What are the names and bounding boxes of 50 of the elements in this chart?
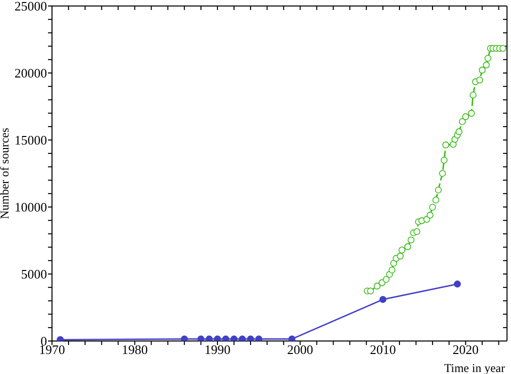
y-axis-title: Number of sources [0,128,12,220]
point [442,142,450,148]
point [413,228,420,236]
point [255,335,262,341]
point [222,335,230,341]
point [238,335,246,341]
point [382,276,390,283]
point [476,76,484,84]
point [206,335,213,341]
point [468,110,475,117]
point [458,118,466,126]
point [434,186,442,194]
x-tick-label: 1980 [122,342,148,358]
x-tick-label: 1990 [204,342,230,358]
point [404,243,412,250]
point [230,335,238,341]
point [390,260,398,267]
point [470,92,476,98]
point [396,252,404,260]
x-tick-label: 2020 [452,342,479,358]
point [398,246,406,254]
point [426,212,434,218]
point [478,66,486,74]
point [197,335,204,341]
point [374,282,381,290]
point [379,296,386,303]
point [288,335,296,341]
x-tick-label: 2000 [287,342,314,358]
point [484,54,492,62]
y-tick-label: 5000 [21,266,47,282]
y-tick-label: 20000 [14,66,47,81]
point [432,196,440,204]
x-tick-label: 2010 [370,342,396,358]
y-tick-label: 15000 [14,132,47,148]
point [499,44,506,52]
y-tick-label: 10000 [14,200,47,215]
y-tick-label: 25000 [14,0,47,14]
point [408,236,414,244]
point [388,266,396,274]
point [456,128,462,136]
point [214,335,221,341]
point [462,113,470,120]
point [482,62,490,68]
point [439,170,446,177]
point [247,335,254,341]
point [429,204,436,211]
point [367,288,374,294]
point [454,280,461,288]
point [180,335,188,341]
point [440,156,448,164]
